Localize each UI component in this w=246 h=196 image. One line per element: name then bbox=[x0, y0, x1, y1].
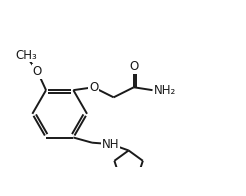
Text: O: O bbox=[129, 60, 138, 73]
Text: O: O bbox=[89, 81, 98, 94]
Text: CH₃: CH₃ bbox=[15, 49, 37, 62]
Text: NH: NH bbox=[102, 138, 120, 151]
Text: O: O bbox=[33, 65, 42, 78]
Text: NH₂: NH₂ bbox=[154, 84, 176, 97]
